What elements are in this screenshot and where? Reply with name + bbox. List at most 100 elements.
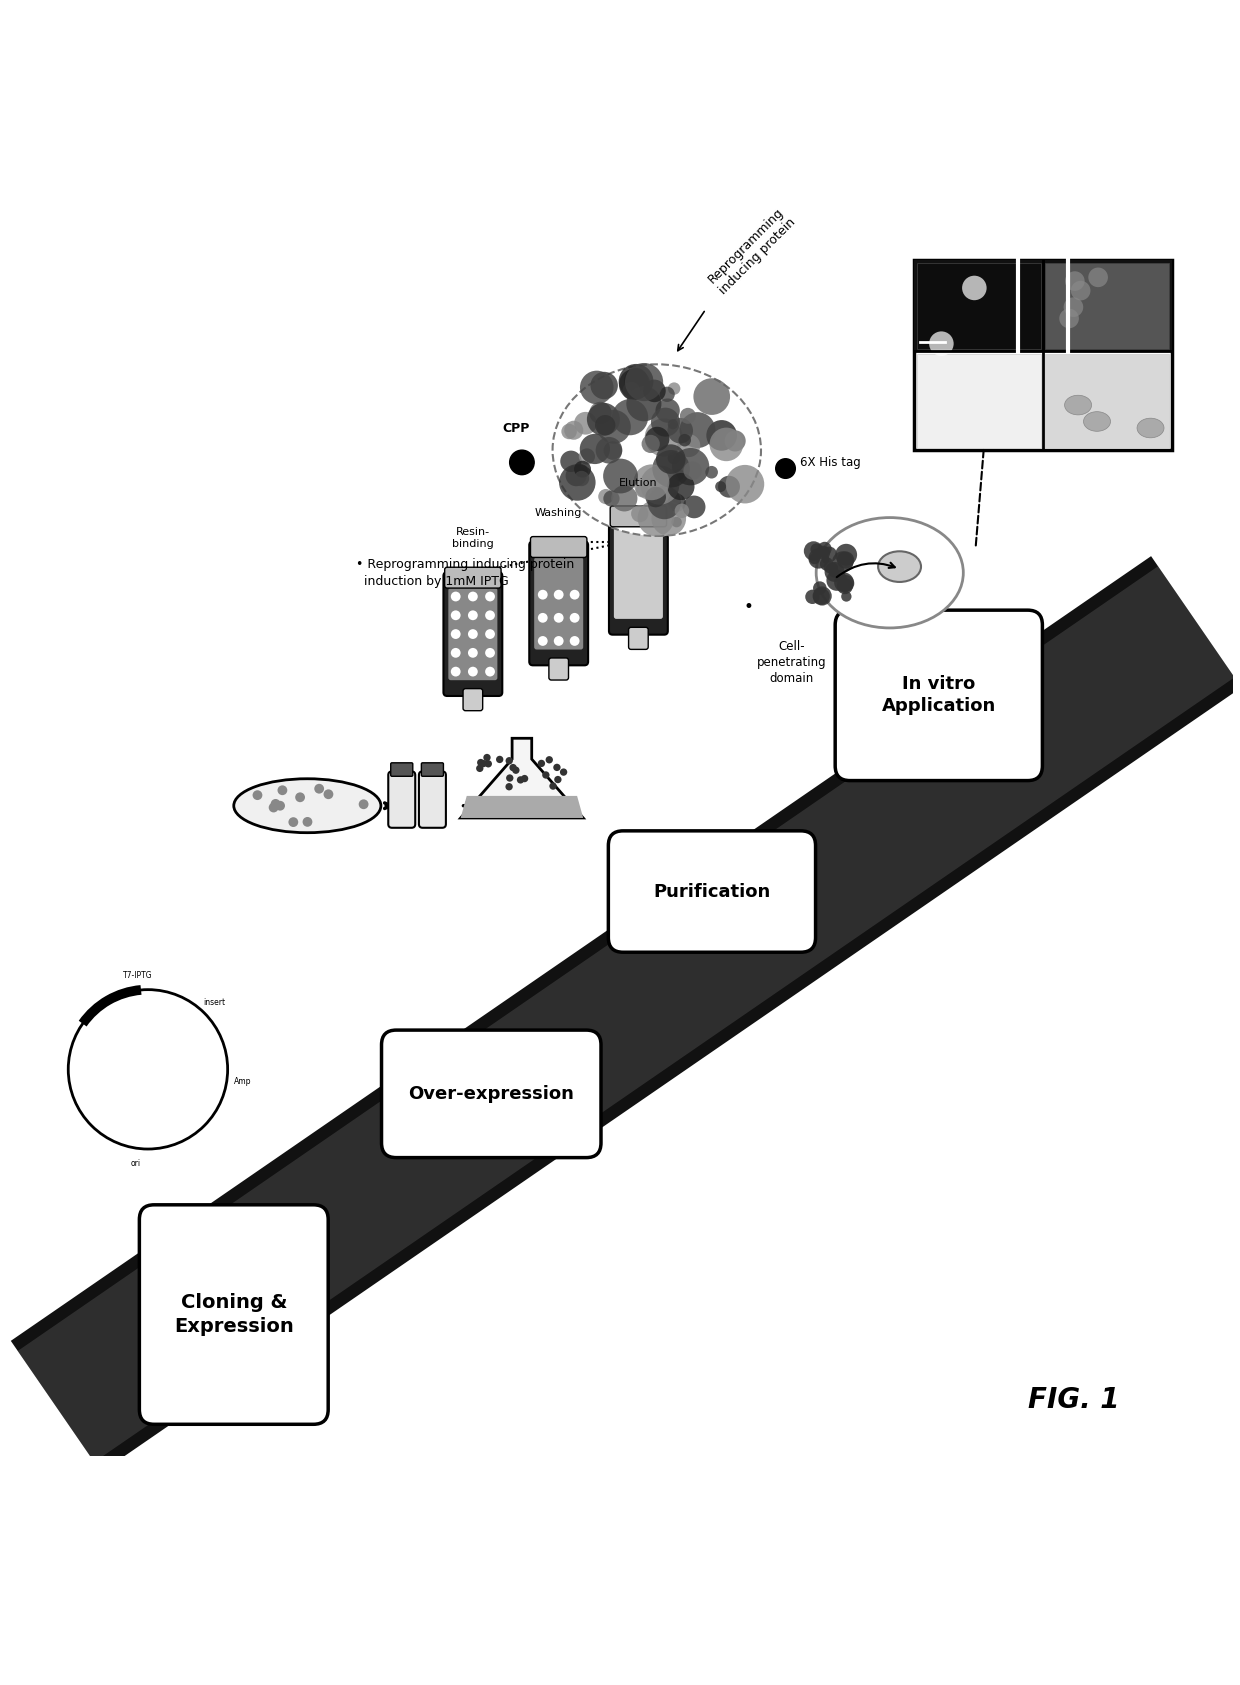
- Circle shape: [569, 635, 579, 645]
- Circle shape: [477, 758, 485, 767]
- Circle shape: [808, 553, 820, 564]
- Circle shape: [485, 649, 495, 657]
- Circle shape: [564, 421, 583, 440]
- Circle shape: [451, 667, 460, 676]
- Text: 6X His tag: 6X His tag: [800, 457, 861, 468]
- Circle shape: [574, 470, 589, 487]
- Circle shape: [830, 563, 838, 571]
- Circle shape: [667, 420, 678, 430]
- FancyBboxPatch shape: [463, 689, 482, 711]
- Circle shape: [1089, 268, 1107, 286]
- Circle shape: [506, 775, 513, 782]
- Circle shape: [559, 463, 595, 500]
- Circle shape: [622, 382, 640, 399]
- Circle shape: [706, 467, 718, 479]
- Circle shape: [836, 544, 857, 566]
- Text: T7-IPTG: T7-IPTG: [123, 971, 153, 979]
- FancyBboxPatch shape: [382, 1030, 601, 1158]
- Circle shape: [804, 541, 823, 561]
- Circle shape: [826, 570, 847, 591]
- Circle shape: [580, 371, 614, 404]
- Text: Resin-
binding: Resin- binding: [453, 527, 494, 549]
- Circle shape: [813, 581, 827, 595]
- FancyBboxPatch shape: [836, 610, 1043, 780]
- Circle shape: [604, 441, 622, 460]
- Circle shape: [512, 767, 520, 773]
- Text: Cloning &
Expression: Cloning & Expression: [174, 1294, 294, 1336]
- Circle shape: [480, 760, 487, 767]
- Circle shape: [651, 408, 680, 436]
- Ellipse shape: [1137, 418, 1164, 438]
- Circle shape: [1065, 271, 1085, 292]
- Circle shape: [823, 561, 836, 573]
- Text: Over-expression: Over-expression: [408, 1085, 574, 1104]
- Circle shape: [510, 450, 534, 475]
- Circle shape: [604, 490, 620, 507]
- Circle shape: [718, 475, 740, 497]
- Text: insert: insert: [203, 999, 226, 1008]
- Circle shape: [1071, 281, 1090, 300]
- Circle shape: [314, 784, 324, 794]
- Circle shape: [560, 450, 582, 472]
- Circle shape: [656, 445, 686, 473]
- Circle shape: [962, 276, 987, 300]
- Circle shape: [683, 495, 706, 519]
- Ellipse shape: [1084, 411, 1111, 431]
- Circle shape: [634, 465, 670, 500]
- Polygon shape: [460, 738, 583, 817]
- FancyBboxPatch shape: [419, 772, 446, 827]
- Circle shape: [835, 573, 854, 593]
- Circle shape: [451, 629, 460, 639]
- Circle shape: [837, 575, 854, 591]
- Circle shape: [805, 590, 820, 603]
- Circle shape: [651, 500, 686, 536]
- Circle shape: [672, 448, 709, 485]
- FancyBboxPatch shape: [445, 568, 501, 588]
- Circle shape: [289, 817, 299, 827]
- Circle shape: [808, 548, 828, 568]
- Text: CPP: CPP: [502, 423, 529, 435]
- Circle shape: [707, 420, 737, 450]
- Circle shape: [549, 782, 557, 790]
- FancyBboxPatch shape: [914, 259, 1172, 350]
- Ellipse shape: [1065, 396, 1091, 415]
- Circle shape: [837, 578, 853, 595]
- FancyBboxPatch shape: [422, 763, 444, 777]
- Circle shape: [562, 423, 577, 440]
- Circle shape: [358, 799, 368, 809]
- Text: Cell-
penetrating
domain: Cell- penetrating domain: [756, 640, 827, 686]
- FancyBboxPatch shape: [529, 541, 588, 666]
- Circle shape: [590, 372, 618, 399]
- Ellipse shape: [234, 778, 381, 832]
- Circle shape: [813, 588, 830, 605]
- Circle shape: [680, 408, 696, 425]
- FancyBboxPatch shape: [444, 573, 502, 696]
- Circle shape: [589, 401, 611, 425]
- Circle shape: [510, 763, 517, 772]
- Circle shape: [631, 506, 649, 522]
- Circle shape: [484, 753, 491, 762]
- Circle shape: [611, 485, 637, 512]
- Circle shape: [841, 591, 852, 602]
- FancyBboxPatch shape: [391, 763, 413, 777]
- FancyBboxPatch shape: [1045, 263, 1169, 349]
- Circle shape: [506, 784, 513, 790]
- Circle shape: [821, 546, 837, 563]
- Circle shape: [667, 418, 693, 443]
- Circle shape: [278, 785, 288, 795]
- Circle shape: [825, 561, 844, 581]
- Circle shape: [693, 377, 730, 415]
- Circle shape: [546, 757, 553, 763]
- Ellipse shape: [816, 517, 963, 629]
- Circle shape: [295, 792, 305, 802]
- Circle shape: [680, 413, 715, 448]
- Circle shape: [820, 558, 833, 571]
- Circle shape: [667, 452, 681, 465]
- Circle shape: [253, 790, 263, 800]
- Circle shape: [506, 757, 513, 765]
- Circle shape: [675, 504, 689, 517]
- FancyBboxPatch shape: [629, 627, 649, 649]
- Circle shape: [645, 487, 666, 507]
- FancyBboxPatch shape: [139, 1205, 329, 1424]
- Circle shape: [269, 802, 279, 812]
